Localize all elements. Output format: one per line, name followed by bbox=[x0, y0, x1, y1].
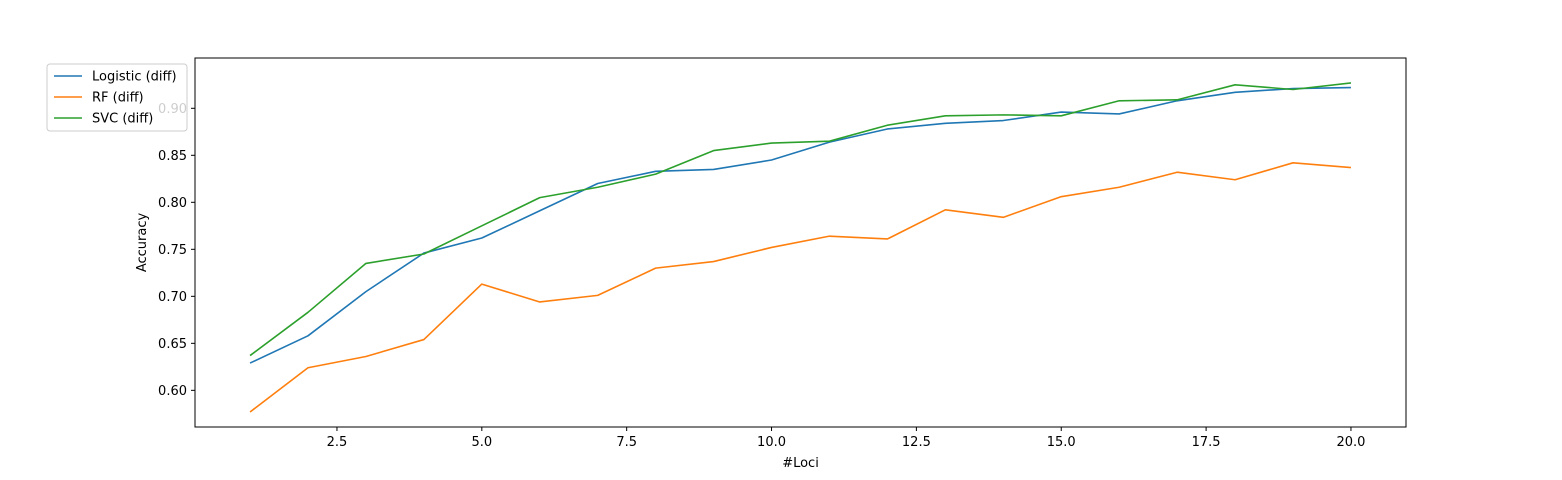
x-tick-label: 17.5 bbox=[1192, 435, 1221, 450]
y-tick-label: 0.65 bbox=[158, 337, 187, 352]
legend: Logistic (diff) RF (diff) SVC (diff) bbox=[47, 64, 187, 131]
y-tick-label: 0.80 bbox=[158, 196, 187, 211]
x-tick-label: 15.0 bbox=[1047, 435, 1076, 450]
x-tick-label: 7.5 bbox=[616, 435, 637, 450]
y-tick-label: 0.85 bbox=[158, 149, 187, 164]
x-axis-label: #Loci bbox=[782, 456, 819, 471]
x-tick-label: 12.5 bbox=[902, 435, 931, 450]
x-tick-label: 5.0 bbox=[471, 435, 492, 450]
y-tick-label: 0.70 bbox=[158, 290, 187, 305]
y-tick-label: 0.60 bbox=[158, 384, 187, 399]
y-axis-label: Accuracy bbox=[135, 213, 150, 273]
legend-label: RF (diff) bbox=[92, 91, 144, 106]
legend-label: Logistic (diff) bbox=[92, 70, 177, 85]
y-tick-label: 0.75 bbox=[158, 243, 187, 258]
x-tick-label: 2.5 bbox=[327, 435, 348, 450]
legend-label: SVC (diff) bbox=[92, 112, 153, 127]
x-tick-label: 20.0 bbox=[1336, 435, 1365, 450]
x-tick-label: 10.0 bbox=[757, 435, 786, 450]
